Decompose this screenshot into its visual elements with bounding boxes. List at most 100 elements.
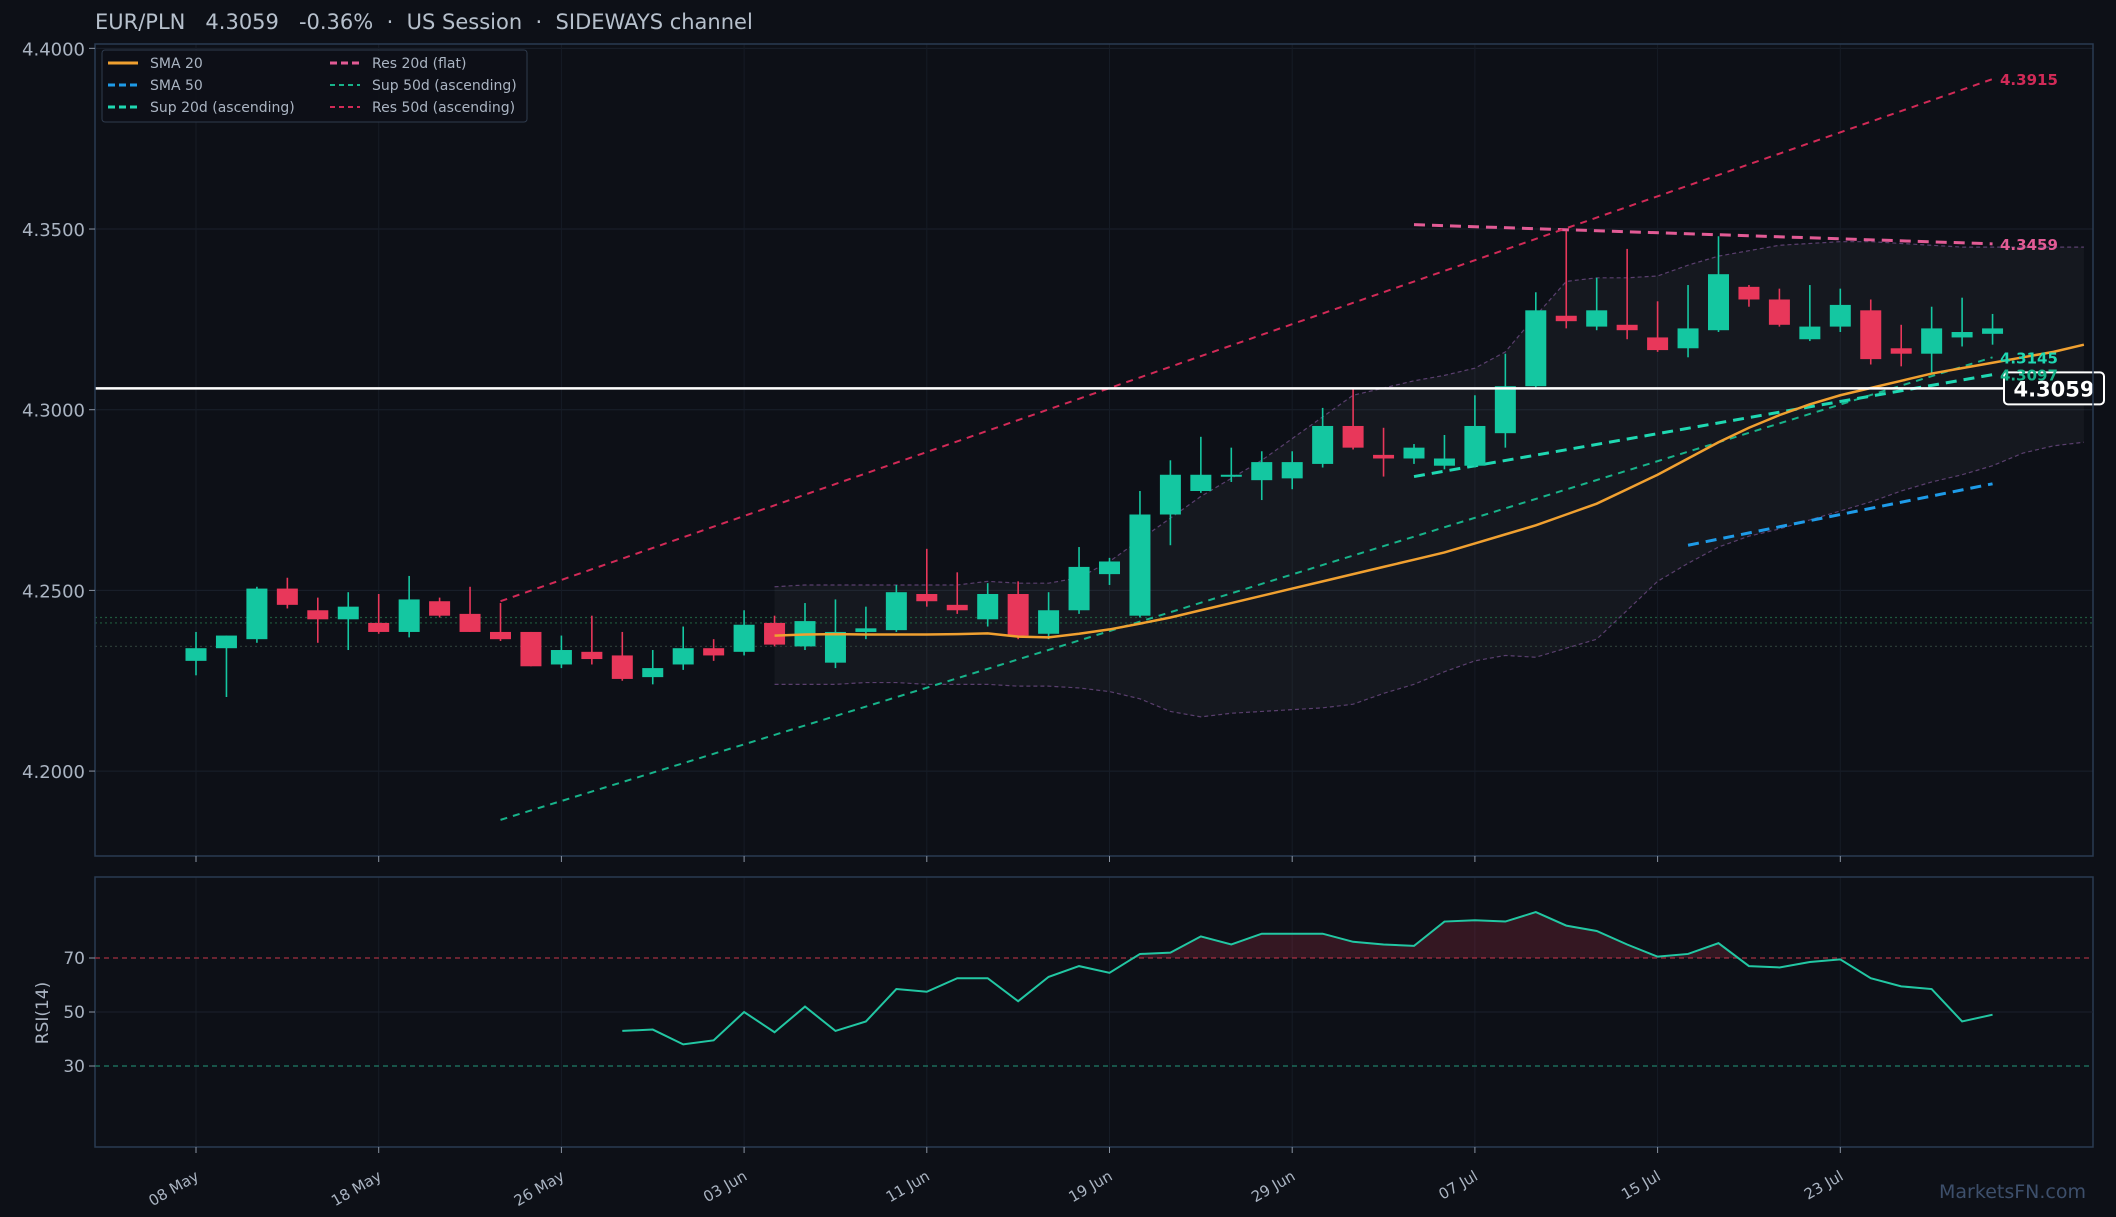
candle-body — [977, 594, 999, 620]
candle-body — [1099, 561, 1120, 575]
candle-body — [611, 655, 633, 679]
candle-body — [1616, 324, 1638, 331]
chart-title: EUR/PLN 4.3059 -0.36% · US Session · SID… — [95, 10, 753, 34]
legend-label: SMA 50 — [150, 78, 203, 94]
legend-label: Sup 20d (ascending) — [150, 100, 295, 116]
legend-label: SMA 20 — [150, 56, 203, 72]
candle-body — [855, 628, 877, 632]
candle-body — [1677, 328, 1699, 349]
symbol-label: EUR/PLN — [95, 10, 186, 34]
level-value-label: 4.3459 — [2000, 236, 2058, 254]
candle-body — [672, 648, 694, 665]
candle-body — [1281, 462, 1303, 479]
candle-body — [1342, 425, 1364, 448]
candle-body — [490, 631, 511, 640]
x-tick-label: 07 Jul — [1436, 1167, 1481, 1204]
candle-body — [1220, 474, 1242, 477]
legend-label: Res 50d (ascending) — [372, 100, 515, 116]
candle-body — [885, 592, 907, 631]
volatility-band — [774, 241, 2084, 718]
y-tick-label: 4.2000 — [22, 762, 85, 783]
y-tick-label: 4.4000 — [22, 39, 85, 60]
rsi-line — [622, 911, 1993, 1046]
candle-body — [1708, 274, 1729, 331]
line-sup20 — [1413, 373, 1993, 479]
level-value-label: 4.3915 — [2000, 71, 2058, 89]
legend-label: Res 20d (flat) — [372, 56, 466, 72]
current-price-label: 4.3059 — [2013, 377, 2094, 401]
rsi-tick-label: 70 — [63, 949, 85, 969]
watermark: MarketsFN.com — [1939, 1181, 2086, 1203]
line-sup — [500, 356, 1993, 821]
x-tick-label: 15 Jul — [1618, 1167, 1663, 1204]
candle-body — [1464, 425, 1486, 466]
candle-body — [276, 588, 298, 605]
candle-body — [1494, 386, 1516, 434]
rsi-tick-label: 30 — [63, 1057, 85, 1077]
y-tick-label: 4.2500 — [22, 581, 85, 602]
candle-body — [733, 624, 755, 652]
candle-body — [1433, 458, 1455, 466]
y-tick-label: 4.3000 — [22, 401, 85, 422]
candle-body — [1768, 299, 1790, 325]
candle-body — [185, 648, 207, 661]
candle-body — [764, 622, 786, 645]
candle-body — [398, 599, 420, 632]
candle-body — [1159, 474, 1181, 515]
candle-body — [581, 651, 603, 660]
band-upper — [774, 241, 2084, 588]
candle-body — [246, 588, 268, 640]
candle-body — [1982, 328, 2004, 334]
candle-body — [1890, 348, 1912, 354]
band-lower — [774, 441, 2084, 718]
level-value-label: 4.3097 — [2000, 367, 2058, 385]
candle-body — [337, 606, 359, 620]
candle-body — [1921, 328, 1943, 354]
candle-body — [1038, 610, 1060, 634]
candle-body — [550, 650, 572, 665]
candle-body — [1373, 454, 1395, 459]
candle-body — [703, 648, 725, 656]
level-value-label: 4.3145 — [2000, 349, 2058, 367]
line-sma50 — [1687, 482, 1993, 547]
legend-label: Sup 50d (ascending) — [372, 78, 517, 94]
candle-body — [1829, 304, 1851, 327]
candle-body — [1403, 447, 1425, 459]
rsi-overbought-fill — [1133, 912, 1739, 958]
candle-body — [916, 594, 938, 602]
x-tick-label: 19 Jun — [1066, 1167, 1116, 1206]
candle-body — [368, 622, 390, 632]
line-res — [500, 78, 1993, 603]
line-res_flat — [1413, 223, 1993, 246]
legend: SMA 20 Res 20d (flat) SMA 50 Sup 50d (ascen… — [101, 49, 528, 123]
candle-body — [1007, 594, 1029, 636]
title-separator: · — [386, 10, 394, 34]
candle-body — [520, 631, 542, 667]
x-tick-label: 26 May — [511, 1167, 568, 1210]
rsi-axis-label: RSI(14) — [33, 982, 53, 1045]
trend-lines — [500, 78, 1993, 821]
candle-body — [307, 610, 329, 620]
x-tick-label: 18 May — [328, 1167, 385, 1210]
candle-body — [1799, 326, 1821, 340]
candle-body — [1555, 315, 1577, 322]
candle-body — [215, 635, 237, 649]
session-label: US Session — [406, 10, 523, 34]
candle-body — [824, 631, 846, 663]
y-tick-label: 4.3500 — [22, 220, 85, 241]
candle-body — [1312, 425, 1334, 464]
price-panel-border — [94, 43, 2094, 857]
candle-body — [1190, 474, 1212, 492]
gridlines — [95, 44, 2093, 1147]
rsi-panel: 30 50 70 RSI(14) — [33, 911, 2093, 1077]
title-separator: · — [535, 10, 543, 34]
candle-body — [946, 604, 968, 611]
current-price-box — [2003, 371, 2105, 406]
rsi-tick-label: 50 — [63, 1003, 85, 1023]
zone-lines — [95, 616, 2093, 648]
candle-body — [1951, 332, 1973, 338]
x-tick-label: 08 May — [145, 1167, 202, 1210]
candle-body — [1738, 286, 1760, 300]
